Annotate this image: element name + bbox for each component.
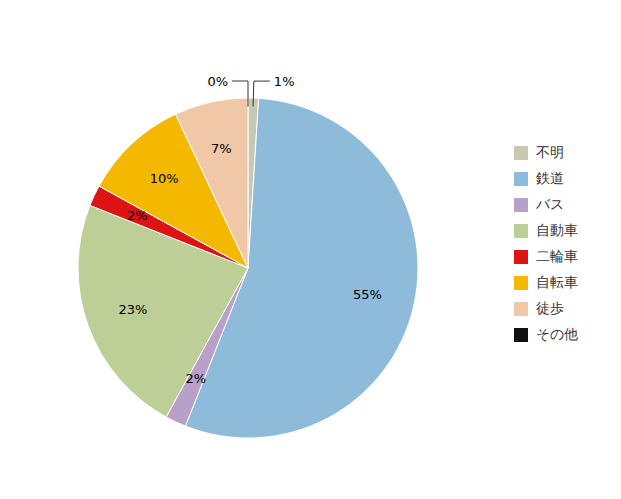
html-text:徒歩: 徒歩	[536, 300, 564, 316]
svg-text:10%: 10%	[150, 171, 179, 186]
svg-text:0%: 0%	[207, 74, 228, 89]
html-text:二輪車: 二輪車	[536, 248, 578, 264]
html-text:自動車: 自動車	[536, 222, 578, 238]
svg-text:7%: 7%	[211, 141, 232, 156]
svg-text:1%: 1%	[274, 74, 295, 89]
html-text:その他: その他	[536, 326, 578, 342]
svg-text:2%: 2%	[186, 371, 207, 386]
html-text:不明: 不明	[536, 144, 564, 160]
html-text:バス: バス	[536, 196, 564, 212]
html-text:自転車: 自転車	[536, 274, 578, 290]
svg-text:23%: 23%	[118, 302, 147, 317]
svg-text:55%: 55%	[353, 287, 382, 302]
html-text:鉄道: 鉄道	[536, 170, 564, 186]
svg-text:2%: 2%	[127, 208, 148, 223]
